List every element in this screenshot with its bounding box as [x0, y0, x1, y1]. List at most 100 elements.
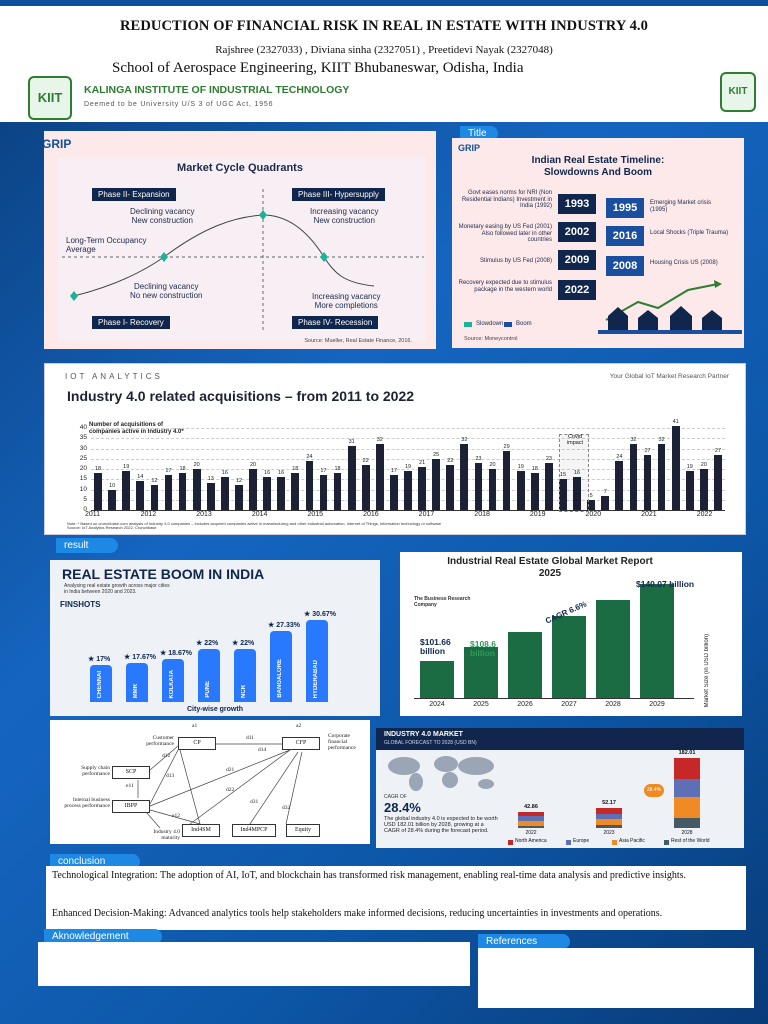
acquisition-bar [206, 483, 215, 510]
y-tick-label: 30 [79, 444, 87, 452]
acquisition-value: 22 [447, 457, 454, 464]
i4-market-title: INDUSTRY 4.0 MARKET [384, 731, 463, 738]
y-tick-label: 10 [79, 485, 87, 493]
acquisition-value: 18 [334, 466, 341, 473]
acquisition-value: 14 [137, 474, 144, 481]
phase-expansion: Phase II- Expansion [92, 188, 176, 201]
stack-segment-north-america [674, 758, 700, 779]
y-tick-label: 20 [79, 465, 87, 472]
year-label: 2011 [85, 511, 101, 518]
i4-market-plot: 42.86 2022 52.17 2023 182.01 2028 [376, 728, 744, 848]
market-cycle-source: Source: Mueller, Real Estate Finance, 20… [304, 338, 412, 344]
acquisition-bar [502, 450, 511, 510]
i4-market-card: INDUSTRY 4.0 MARKET GLOBAL FORECAST TO 2… [376, 728, 744, 848]
houses-illustration [598, 280, 742, 334]
city-label: HYDERABAD [313, 659, 319, 698]
acquisition-value: 22 [362, 457, 369, 464]
acquisition-value: 21 [419, 459, 426, 466]
acquisition-bar [446, 464, 455, 510]
market-size-bar [464, 646, 498, 698]
city-label: NCR [241, 685, 247, 698]
references-tag: References [478, 934, 570, 949]
acquisition-bar [545, 462, 553, 510]
acquisition-value: 12 [235, 478, 242, 485]
year-label: 2016 [363, 511, 379, 518]
acquisition-value: 32 [630, 437, 637, 444]
institute-name: KALINGA INSTITUTE OF INDUSTRIAL TECHNOLO… [84, 84, 350, 96]
result-tag: result [56, 538, 118, 553]
stack-segment-rest-of-the-world [674, 817, 700, 828]
acquisition-bar [460, 444, 469, 510]
city-growth-pct: ★ 22% [232, 639, 255, 647]
acquisition-bar [220, 477, 229, 510]
acquisition-value: 19 [517, 464, 524, 471]
conclusion-p1: Technological Integration: The adoption … [52, 870, 687, 881]
i4-market-legend: North America Europe Asia Pacific Rest o… [508, 838, 738, 846]
acquisition-bar [375, 444, 384, 510]
long-term-occupancy: Long-Term Occupancy Average [66, 236, 147, 254]
acquisition-bar [488, 469, 497, 510]
y-tick-label: 40 [79, 424, 87, 431]
phase-recovery: Phase I- Recovery [92, 316, 170, 329]
acquisition-value: 20 [700, 462, 707, 468]
acquisition-bar [235, 485, 243, 510]
acquisition-bar [474, 462, 483, 510]
authors: Rajshree (2327033) , Diviana sinha (2327… [215, 44, 553, 56]
acquisitions-plot: 0 5 10 15 20 25 30 35 40 18 10 19 14 12 17 18 20 13 16 12 20… [45, 364, 745, 534]
year-label: 2019 [529, 511, 546, 518]
acquisition-value: 32 [461, 437, 468, 444]
year-label: 2018 [474, 511, 490, 518]
conclusion-p2: Enhanced Decision-Making: Advanced analy… [52, 908, 663, 919]
school-name: School of Aerospace Engineering, KIIT Bh… [112, 60, 524, 76]
legend-slowdown-swatch [464, 322, 472, 327]
stack-segment-europe [518, 816, 544, 821]
year-label: 2014 [251, 511, 268, 518]
acquisition-value: 20 [489, 462, 496, 468]
covid-box [559, 434, 589, 512]
acquisition-value: 18 [179, 466, 186, 473]
grid-line [91, 438, 725, 440]
acquisition-bar [347, 446, 356, 510]
year-label: 2028 [681, 830, 693, 836]
acquisition-bar [559, 479, 567, 510]
stack-segment-north-america [518, 811, 544, 817]
acquisition-bar [291, 473, 300, 510]
i4-cagr-value: 28.4% [384, 800, 421, 815]
deemed-text: Deemed to be University U/S 3 of UGC Act… [84, 101, 274, 108]
acquisition-bar [192, 469, 201, 510]
acquisition-value: 16 [221, 470, 228, 477]
market-cycle-title: Market Cycle Quadrants [177, 162, 303, 174]
acknowledgement-tag: Aknowledgement [44, 929, 162, 944]
year-label: 2024 [429, 701, 445, 708]
market-size-bar [640, 584, 674, 698]
stack-total: 52.17 [602, 799, 616, 806]
acknowledgement-card [38, 942, 470, 986]
acquisition-bar [404, 471, 412, 510]
acquisition-value: 10 [109, 482, 116, 489]
year-label: 2013 [196, 511, 212, 518]
city-growth-pct: ★ 18.67% [160, 650, 192, 658]
acquisition-bar [178, 473, 187, 510]
year-label: 2026 [517, 701, 533, 708]
city-label: BANGALORE [277, 659, 283, 698]
acquisition-bar [714, 454, 722, 510]
stack-total: 182.01 [678, 750, 696, 756]
city-growth-bar: BANGALORE [270, 631, 292, 702]
year-label: 2027 [561, 701, 577, 708]
year-label: 2017 [418, 511, 435, 518]
year-label: 2021 [641, 511, 657, 518]
acquisition-bar [587, 499, 595, 510]
kiit-logo-left: KIIT [28, 76, 72, 120]
y-tick-label: 0 [83, 506, 87, 513]
acquisition-bar [150, 485, 159, 510]
boom-title: REAL ESTATE BOOM IN INDIA [62, 566, 265, 582]
y-tick-label: 15 [79, 475, 87, 483]
year-label: 2029 [649, 701, 665, 708]
stack-segment-rest-of-the-world [596, 824, 622, 828]
city-growth-pct: ★ 17% [88, 655, 111, 663]
acquisition-value: 19 [123, 464, 130, 471]
acquisition-bar [699, 469, 708, 510]
stack-segment-europe [674, 779, 700, 797]
acquisition-value: 20 [249, 462, 257, 468]
phase-hypersupply: Phase III- Hypersupply [292, 188, 385, 201]
